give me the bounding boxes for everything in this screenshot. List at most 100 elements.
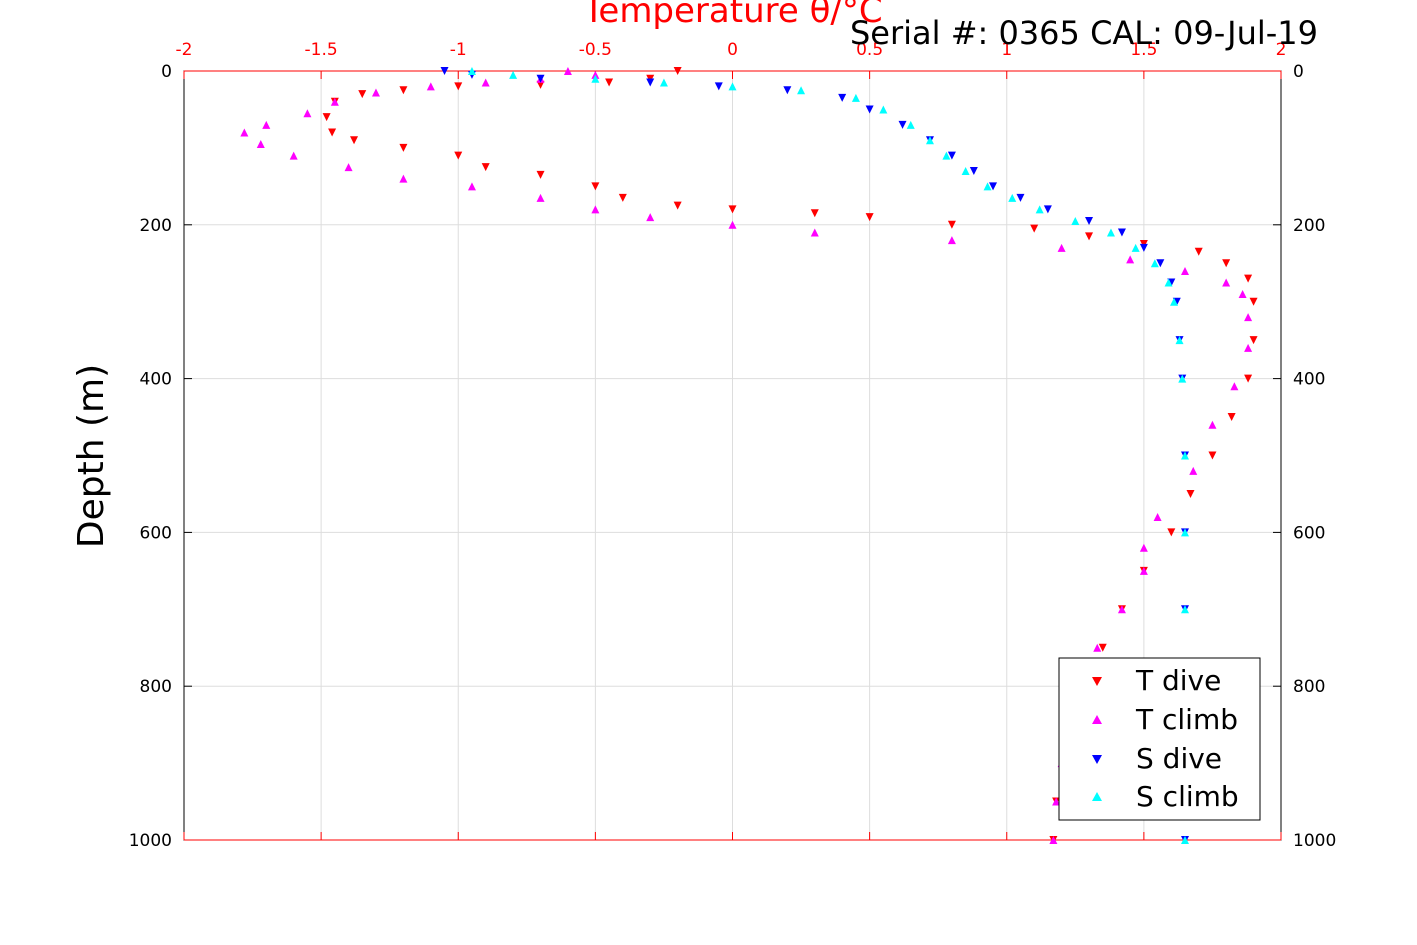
data-point <box>289 151 298 160</box>
data-point <box>399 174 408 183</box>
y-tick-label-left: 0 <box>161 62 172 82</box>
data-point <box>1222 259 1231 268</box>
data-point <box>942 151 951 160</box>
data-point <box>1189 466 1198 475</box>
y-tick-label-left: 800 <box>140 677 172 697</box>
data-point <box>1249 336 1258 345</box>
data-point <box>454 151 463 160</box>
data-point <box>509 70 518 79</box>
data-point <box>1085 216 1094 225</box>
data-point <box>591 182 600 191</box>
data-point <box>440 67 449 75</box>
data-point <box>810 209 819 218</box>
data-point <box>810 228 819 237</box>
x-tick-label: -0.5 <box>579 40 612 60</box>
data-point <box>1244 274 1253 283</box>
data-point <box>563 67 572 75</box>
x-tick-label: 1.5 <box>1130 40 1157 60</box>
data-point <box>330 97 339 106</box>
data-point <box>797 86 806 95</box>
legend-marker-s-climb <box>1092 792 1102 801</box>
data-point <box>1230 382 1239 391</box>
y-axis-title: Depth (m) <box>71 364 112 548</box>
data-point <box>1139 566 1148 575</box>
legend-marker-t-climb <box>1092 715 1102 724</box>
data-point <box>1035 205 1044 214</box>
y-tick-label-right: 0 <box>1293 62 1304 82</box>
data-point <box>961 166 970 175</box>
y-tick-label-left: 600 <box>140 523 172 543</box>
data-point <box>947 220 956 229</box>
data-point <box>879 105 888 114</box>
data-point <box>1227 413 1236 422</box>
data-point <box>350 136 359 145</box>
data-point <box>1016 193 1025 202</box>
data-point <box>1181 451 1190 460</box>
data-point <box>989 182 998 191</box>
data-point <box>481 78 490 87</box>
data-point <box>898 120 907 129</box>
data-point <box>1208 451 1217 460</box>
data-point <box>1249 297 1258 306</box>
legend-item-s-dive: S dive <box>1092 742 1222 775</box>
data-point <box>983 182 992 191</box>
data-point <box>358 90 367 99</box>
data-point <box>1186 489 1195 498</box>
x-tick-label: -2 <box>176 40 193 60</box>
legend-item-t-climb: T climb <box>1092 703 1238 736</box>
data-point <box>1085 232 1094 241</box>
data-point <box>659 78 668 87</box>
data-point <box>906 120 915 129</box>
data-point <box>1178 374 1187 383</box>
data-point <box>1117 605 1126 614</box>
x-tick-label: 0 <box>727 40 738 60</box>
data-point <box>783 86 792 95</box>
data-point <box>1052 797 1061 806</box>
data-point <box>1208 420 1217 429</box>
data-point <box>1181 528 1190 537</box>
y-tick-label-right: 200 <box>1293 216 1325 236</box>
y-tick-label-left: 200 <box>140 216 172 236</box>
data-point <box>467 182 476 191</box>
data-point <box>371 88 380 97</box>
data-point <box>536 74 545 83</box>
data-point <box>728 220 737 229</box>
data-point <box>1139 543 1148 552</box>
data-point <box>1167 528 1176 537</box>
legend-label-s-dive: S dive <box>1136 742 1222 775</box>
legend-box <box>1058 657 1261 821</box>
data-point <box>646 213 655 222</box>
data-point <box>1071 216 1080 225</box>
data-point <box>1139 243 1148 252</box>
data-point <box>536 80 545 89</box>
data-point <box>1244 343 1253 352</box>
series-t-climb <box>240 67 1253 844</box>
data-point <box>1057 243 1066 252</box>
data-point <box>728 205 737 214</box>
data-point <box>865 213 874 222</box>
data-point <box>1156 259 1165 268</box>
data-point <box>322 113 331 122</box>
data-point <box>536 170 545 179</box>
data-point <box>1153 513 1162 522</box>
series-t-dive <box>322 67 1258 844</box>
data-point <box>714 82 723 91</box>
data-point <box>1164 278 1173 287</box>
data-point <box>1238 290 1247 299</box>
data-point <box>1181 266 1190 275</box>
data-point <box>646 78 655 87</box>
data-point <box>728 82 737 91</box>
data-point <box>865 105 874 114</box>
data-point <box>1244 313 1253 322</box>
data-point <box>838 93 847 102</box>
legend-label-s-climb: S climb <box>1136 780 1239 813</box>
x-tick-label: -1 <box>450 40 467 60</box>
y-tick-label-left: 400 <box>140 370 172 390</box>
data-point <box>328 128 337 137</box>
data-point <box>262 120 271 129</box>
data-point <box>947 151 956 160</box>
y-tick-label-right: 600 <box>1293 523 1325 543</box>
data-point <box>605 78 614 87</box>
data-point <box>1126 255 1135 264</box>
